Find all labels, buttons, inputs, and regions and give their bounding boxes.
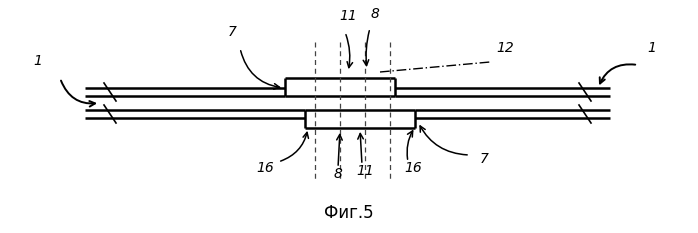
Text: 7: 7 bbox=[228, 25, 237, 39]
Text: 8: 8 bbox=[371, 7, 380, 21]
Text: 16: 16 bbox=[404, 161, 422, 175]
Text: 16: 16 bbox=[256, 161, 274, 175]
Text: Фиг.5: Фиг.5 bbox=[324, 204, 374, 222]
Text: 11: 11 bbox=[356, 164, 374, 178]
Text: 1: 1 bbox=[34, 54, 43, 68]
Text: 1: 1 bbox=[648, 41, 656, 55]
Text: 11: 11 bbox=[339, 9, 357, 23]
Text: 12: 12 bbox=[496, 41, 514, 55]
Text: 7: 7 bbox=[480, 152, 489, 166]
Text: 8: 8 bbox=[334, 167, 343, 181]
